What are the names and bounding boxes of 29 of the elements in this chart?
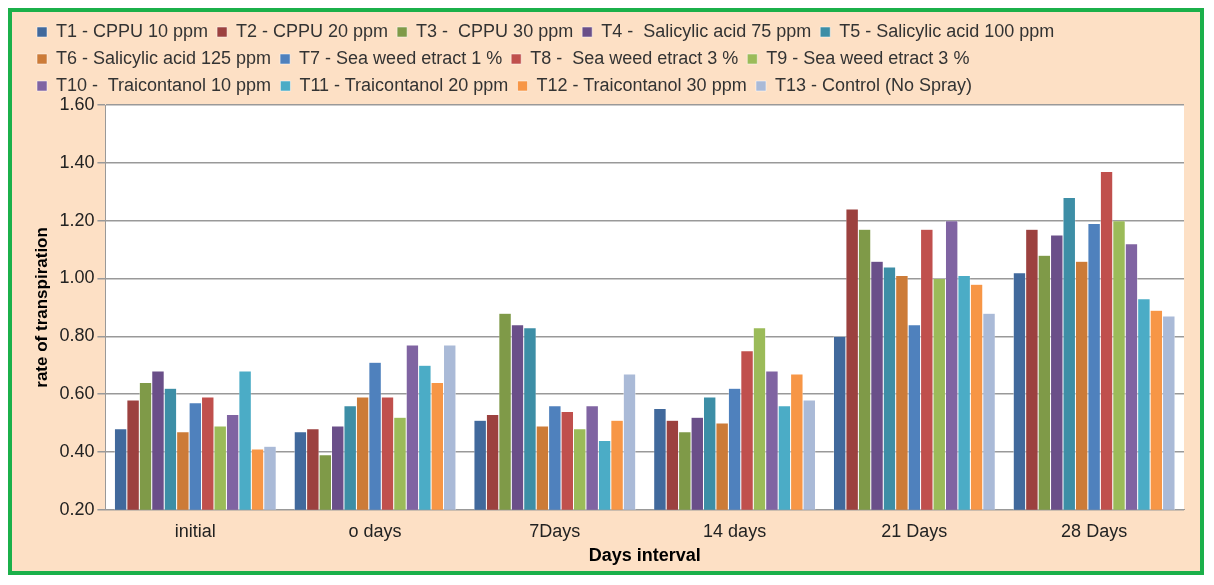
legend-label: T10 - Traicontanol 10 ppm xyxy=(56,74,272,95)
y-tick-label: 0.80 xyxy=(59,325,95,346)
legend-label: T11 - Traicontanol 20 ppm xyxy=(299,74,509,95)
legend-label: T12 - Traicontanol 30 ppm xyxy=(536,74,747,95)
y-tick-label: 0.60 xyxy=(59,383,95,404)
x-tick-label: o days xyxy=(348,520,402,541)
legend-label: T4 - Salicylic acid 75 ppm xyxy=(601,20,812,41)
legend-label: T1 - CPPU 10 ppm xyxy=(56,20,209,41)
y-tick-label: 1.60 xyxy=(59,93,95,114)
legend-label: T3 - CPPU 30 ppm xyxy=(416,20,574,41)
x-tick-label: 28 Days xyxy=(1061,520,1128,541)
y-tick-label: 1.20 xyxy=(59,209,95,230)
y-tick-label: 1.00 xyxy=(59,267,95,288)
legend-label: T2 - CPPU 20 ppm xyxy=(236,20,389,41)
y-axis-title: rate of transpiration xyxy=(31,227,51,388)
y-tick-label: 0.40 xyxy=(59,440,95,461)
legend-label: T13 - Control (No Spray) xyxy=(774,74,973,95)
x-tick-label: 14 days xyxy=(703,520,767,541)
legend-label: T5 - Salicylic acid 100 ppm xyxy=(839,20,1055,41)
y-tick-label: 1.40 xyxy=(59,151,95,172)
x-tick-label: 7Days xyxy=(529,520,581,541)
x-tick-label: initial xyxy=(174,520,216,541)
x-tick-label: 21 Days xyxy=(881,520,948,541)
legend-label: T7 - Sea weed etract 1 % xyxy=(299,47,503,68)
legend-label: T9 - Sea weed etract 3 % xyxy=(766,47,970,68)
y-tick-label: 0.20 xyxy=(59,498,95,519)
legend-label: T8 - Sea weed etract 3 % xyxy=(530,47,739,68)
x-axis-title: Days interval xyxy=(588,545,701,566)
legend-label: T6 - Salicylic acid 125 ppm xyxy=(56,47,272,68)
